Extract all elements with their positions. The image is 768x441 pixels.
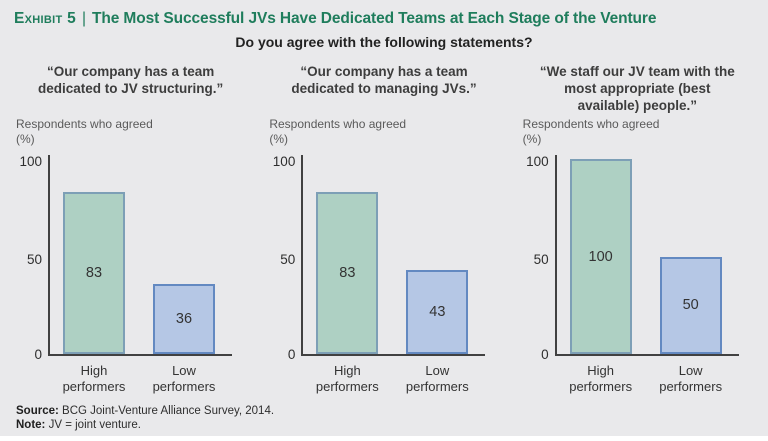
- bar-chart: 100 50 0 100 50: [523, 154, 739, 362]
- y-axis-caption-line1: Respondents who agreed: [522, 117, 660, 131]
- y-axis-ticks: 100 50 0: [523, 154, 555, 362]
- panel-quote: “Our company has a team dedicated to man…: [291, 64, 477, 96]
- y-tick-0: 0: [287, 347, 296, 362]
- y-axis-line: [554, 155, 557, 356]
- y-tick-100: 100: [19, 154, 42, 169]
- y-axis-caption: Respondents who agreed (%): [523, 117, 752, 147]
- y-axis-caption-line2: (%): [16, 132, 35, 146]
- bar-value-label: 83: [85, 265, 103, 282]
- x-label-low-performers: Low performers: [659, 363, 723, 394]
- y-axis-caption-line2: (%): [269, 132, 288, 146]
- exhibit-header: Exhibit 5 | The Most Successful JVs Have D…: [0, 0, 768, 51]
- y-tick-0: 0: [34, 347, 42, 362]
- y-axis-line: [301, 155, 304, 356]
- source-text: BCG Joint-Venture Alliance Survey, 2014.: [58, 405, 275, 417]
- bottom-edge-strip: [0, 436, 768, 441]
- y-axis-caption-line2: (%): [522, 132, 542, 146]
- title-separator: |: [82, 10, 86, 27]
- y-axis-caption: Respondents who agreed (%): [16, 117, 245, 147]
- y-axis-caption: Respondents who agreed (%): [269, 117, 498, 147]
- y-axis-line: [48, 155, 50, 356]
- footer-notes: Source: BCG Joint-Venture Alliance Surve…: [0, 404, 768, 432]
- y-tick-50: 50: [280, 251, 296, 267]
- chart-panel-managing-jvs: “Our company has a team dedicated to man…: [269, 63, 498, 395]
- y-tick-100: 100: [526, 154, 549, 169]
- bar-low-performers: 50: [659, 256, 722, 354]
- bar-low-performers: 43: [406, 270, 469, 354]
- chart-panel-jv-staffing: “We staff our JV team with the most appr…: [523, 63, 752, 395]
- source-line: Source: BCG Joint-Venture Alliance Surve…: [16, 404, 768, 418]
- note-label: Note:: [16, 419, 46, 431]
- bar-value-label: 83: [339, 265, 356, 282]
- plot-area: 83 43: [303, 159, 486, 356]
- x-label-high-performers: High performers: [315, 363, 379, 394]
- chart-panel-jv-structuring: “Our company has a team dedicated to JV …: [16, 63, 245, 395]
- bar-value-label: 50: [682, 297, 699, 314]
- x-label-high-performers: High performers: [62, 363, 126, 394]
- bar-high-performers: 83: [316, 192, 379, 354]
- y-tick-0: 0: [541, 347, 549, 362]
- bar-value-label: 100: [588, 248, 613, 265]
- y-axis-ticks: 100 50 0: [269, 154, 301, 362]
- x-axis-labels: High performers Low performers: [303, 363, 498, 395]
- exhibit-title-line: Exhibit 5 | The Most Successful JVs Have D…: [14, 9, 754, 28]
- panel-quote: “Our company has a team dedicated to JV …: [38, 64, 224, 96]
- x-label-high-performers: High performers: [569, 363, 633, 394]
- y-tick-50: 50: [533, 251, 549, 267]
- plot-area: 83 36: [50, 159, 232, 356]
- bar-high-performers: 100: [569, 159, 632, 354]
- bar-low-performers: 36: [153, 283, 215, 354]
- bar-chart: 100 50 0 83 36: [16, 154, 232, 362]
- y-axis-caption-line1: Respondents who agreed: [16, 117, 153, 131]
- bar-value-label: 43: [429, 304, 446, 321]
- exhibit-title: The Most Successful JVs Have Dedicated T…: [91, 10, 657, 27]
- bar-high-performers: 83: [63, 192, 125, 354]
- bar-value-label: 36: [175, 310, 193, 327]
- exhibit-label: Exhibit 5: [14, 10, 77, 27]
- bar-chart: 100 50 0 83 43: [269, 154, 486, 362]
- y-tick-100: 100: [272, 154, 296, 169]
- y-tick-50: 50: [26, 251, 42, 267]
- note-text: JV = joint venture.: [45, 419, 141, 431]
- x-axis-labels: High performers Low performers: [50, 363, 245, 395]
- x-label-low-performers: Low performers: [152, 363, 216, 394]
- x-label-low-performers: Low performers: [405, 363, 469, 394]
- y-axis-caption-line1: Respondents who agreed: [269, 117, 407, 131]
- panel-quote: “We staff our JV team with the most appr…: [539, 64, 735, 113]
- charts-row: “Our company has a team dedicated to JV …: [0, 63, 768, 395]
- y-axis-ticks: 100 50 0: [16, 154, 48, 362]
- plot-area: 100 50: [556, 159, 739, 356]
- x-axis-labels: High performers Low performers: [557, 363, 752, 395]
- exhibit-subtitle: Do you agree with the following statemen…: [235, 34, 533, 50]
- source-label: Source:: [16, 405, 59, 417]
- note-line: Note: JV = joint venture.: [16, 418, 768, 432]
